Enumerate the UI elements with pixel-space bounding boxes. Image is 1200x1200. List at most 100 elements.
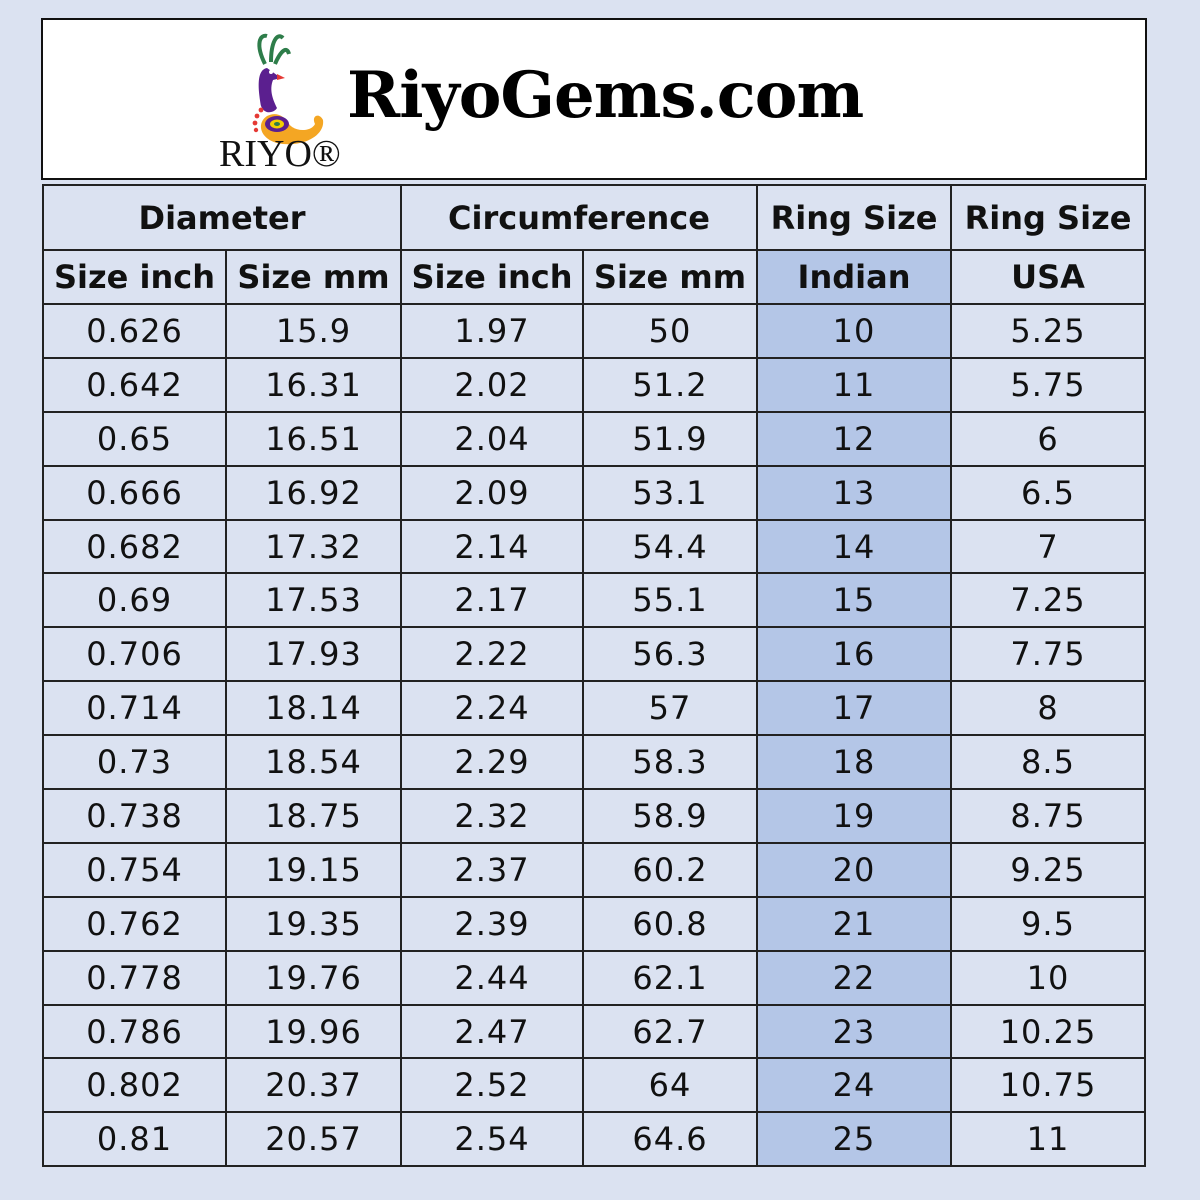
cell-indian-size: 20 — [756, 841, 952, 898]
cell-indian-size: 24 — [756, 1057, 952, 1114]
subheader-circumference-inch: Size inch — [400, 249, 584, 305]
cell-usa-size: 7 — [950, 518, 1146, 575]
cell-circumference-inch: 2.24 — [400, 680, 584, 737]
cell-circumference-inch: 2.52 — [400, 1057, 584, 1114]
table-row: 0.666 16.92 2.09 53.1 13 6.5 — [42, 464, 1146, 521]
table-row: 0.81 20.57 2.54 64.6 25 11 — [42, 1111, 1146, 1168]
cell-indian-size: 23 — [756, 1003, 952, 1060]
cell-diameter-mm: 20.57 — [225, 1111, 402, 1168]
cell-indian-size: 17 — [756, 680, 952, 737]
subheader-circumference-mm: Size mm — [582, 249, 758, 305]
cell-circumference-inch: 2.04 — [400, 410, 584, 467]
cell-indian-size: 18 — [756, 734, 952, 791]
cell-indian-size: 11 — [756, 356, 952, 413]
table-row: 0.682 17.32 2.14 54.4 14 7 — [42, 518, 1146, 575]
cell-diameter-mm: 19.35 — [225, 895, 402, 952]
cell-diameter-inch: 0.65 — [42, 410, 227, 467]
header-circumference: Circumference — [400, 184, 758, 251]
cell-diameter-inch: 0.762 — [42, 895, 227, 952]
cell-indian-size: 13 — [756, 464, 952, 521]
cell-circumference-mm: 54.4 — [582, 518, 758, 575]
table-row: 0.778 19.76 2.44 62.1 22 10 — [42, 949, 1146, 1006]
subheader-diameter-inch: Size inch — [42, 249, 227, 305]
cell-indian-size: 14 — [756, 518, 952, 575]
cell-diameter-inch: 0.754 — [42, 841, 227, 898]
table-row: 0.642 16.31 2.02 51.2 11 5.75 — [42, 356, 1146, 413]
cell-circumference-inch: 1.97 — [400, 303, 584, 359]
cell-circumference-inch: 2.22 — [400, 626, 584, 683]
table-row: 0.626 15.9 1.97 50 10 5.25 — [42, 303, 1146, 359]
cell-usa-size: 8 — [950, 680, 1146, 737]
cell-diameter-mm: 15.9 — [225, 303, 402, 359]
cell-indian-size: 15 — [756, 572, 952, 629]
cell-usa-size: 10.75 — [950, 1057, 1146, 1114]
cell-circumference-inch: 2.14 — [400, 518, 584, 575]
table-row: 0.754 19.15 2.37 60.2 20 9.25 — [42, 841, 1146, 898]
cell-circumference-inch: 2.32 — [400, 788, 584, 844]
cell-diameter-inch: 0.786 — [42, 1003, 227, 1060]
cell-indian-size: 21 — [756, 895, 952, 952]
peacock-logo-icon — [252, 33, 324, 145]
cell-circumference-inch: 2.44 — [400, 949, 584, 1006]
cell-circumference-inch: 2.47 — [400, 1003, 584, 1060]
cell-usa-size: 6.5 — [950, 464, 1146, 521]
cell-diameter-inch: 0.714 — [42, 680, 227, 737]
cell-circumference-mm: 64.6 — [582, 1111, 758, 1168]
header-ring-size-usa: Ring Size — [950, 184, 1146, 251]
cell-diameter-mm: 16.51 — [225, 410, 402, 467]
cell-circumference-inch: 2.37 — [400, 841, 584, 898]
cell-diameter-mm: 18.54 — [225, 734, 402, 791]
cell-diameter-inch: 0.802 — [42, 1057, 227, 1114]
cell-circumference-inch: 2.29 — [400, 734, 584, 791]
cell-indian-size: 12 — [756, 410, 952, 467]
cell-circumference-inch: 2.02 — [400, 356, 584, 413]
cell-indian-size: 10 — [756, 303, 952, 359]
cell-usa-size: 9.5 — [950, 895, 1146, 952]
cell-diameter-inch: 0.81 — [42, 1111, 227, 1168]
table-row: 0.65 16.51 2.04 51.9 12 6 — [42, 410, 1146, 467]
subheader-diameter-mm: Size mm — [225, 249, 402, 305]
table-row: 0.762 19.35 2.39 60.8 21 9.5 — [42, 895, 1146, 952]
cell-usa-size: 11 — [950, 1111, 1146, 1168]
table-row: 0.69 17.53 2.17 55.1 15 7.25 — [42, 572, 1146, 629]
cell-circumference-mm: 50 — [582, 303, 758, 359]
cell-diameter-mm: 18.14 — [225, 680, 402, 737]
cell-circumference-mm: 62.7 — [582, 1003, 758, 1060]
ring-size-table: Diameter Circumference Ring Size Ring Si… — [42, 184, 1146, 1168]
cell-diameter-inch: 0.682 — [42, 518, 227, 575]
site-title: RiyoGems.com — [347, 58, 864, 133]
cell-circumference-inch: 2.17 — [400, 572, 584, 629]
cell-circumference-mm: 56.3 — [582, 626, 758, 683]
header-ring-size-indian: Ring Size — [756, 184, 952, 251]
cell-circumference-inch: 2.54 — [400, 1111, 584, 1168]
cell-diameter-mm: 17.53 — [225, 572, 402, 629]
header-diameter: Diameter — [42, 184, 402, 251]
cell-usa-size: 6 — [950, 410, 1146, 467]
cell-diameter-mm: 19.96 — [225, 1003, 402, 1060]
cell-usa-size: 5.25 — [950, 303, 1146, 359]
cell-diameter-mm: 17.32 — [225, 518, 402, 575]
subheader-usa: USA — [950, 249, 1146, 305]
cell-diameter-mm: 20.37 — [225, 1057, 402, 1114]
cell-diameter-mm: 19.15 — [225, 841, 402, 898]
cell-diameter-mm: 16.31 — [225, 356, 402, 413]
cell-circumference-mm: 53.1 — [582, 464, 758, 521]
cell-indian-size: 16 — [756, 626, 952, 683]
cell-circumference-mm: 60.8 — [582, 895, 758, 952]
logo-wordmark: RIYO® — [219, 133, 341, 175]
header-banner: RIYO® RiyoGems.com — [41, 18, 1147, 180]
cell-circumference-mm: 62.1 — [582, 949, 758, 1006]
cell-diameter-inch: 0.73 — [42, 734, 227, 791]
cell-diameter-inch: 0.69 — [42, 572, 227, 629]
cell-indian-size: 22 — [756, 949, 952, 1006]
cell-circumference-mm: 57 — [582, 680, 758, 737]
table-row: 0.738 18.75 2.32 58.9 19 8.75 — [42, 788, 1146, 844]
cell-diameter-mm: 19.76 — [225, 949, 402, 1006]
cell-diameter-inch: 0.626 — [42, 303, 227, 359]
cell-diameter-inch: 0.642 — [42, 356, 227, 413]
cell-diameter-inch: 0.706 — [42, 626, 227, 683]
cell-usa-size: 7.75 — [950, 626, 1146, 683]
cell-diameter-inch: 0.738 — [42, 788, 227, 844]
cell-usa-size: 10.25 — [950, 1003, 1146, 1060]
cell-usa-size: 10 — [950, 949, 1146, 1006]
